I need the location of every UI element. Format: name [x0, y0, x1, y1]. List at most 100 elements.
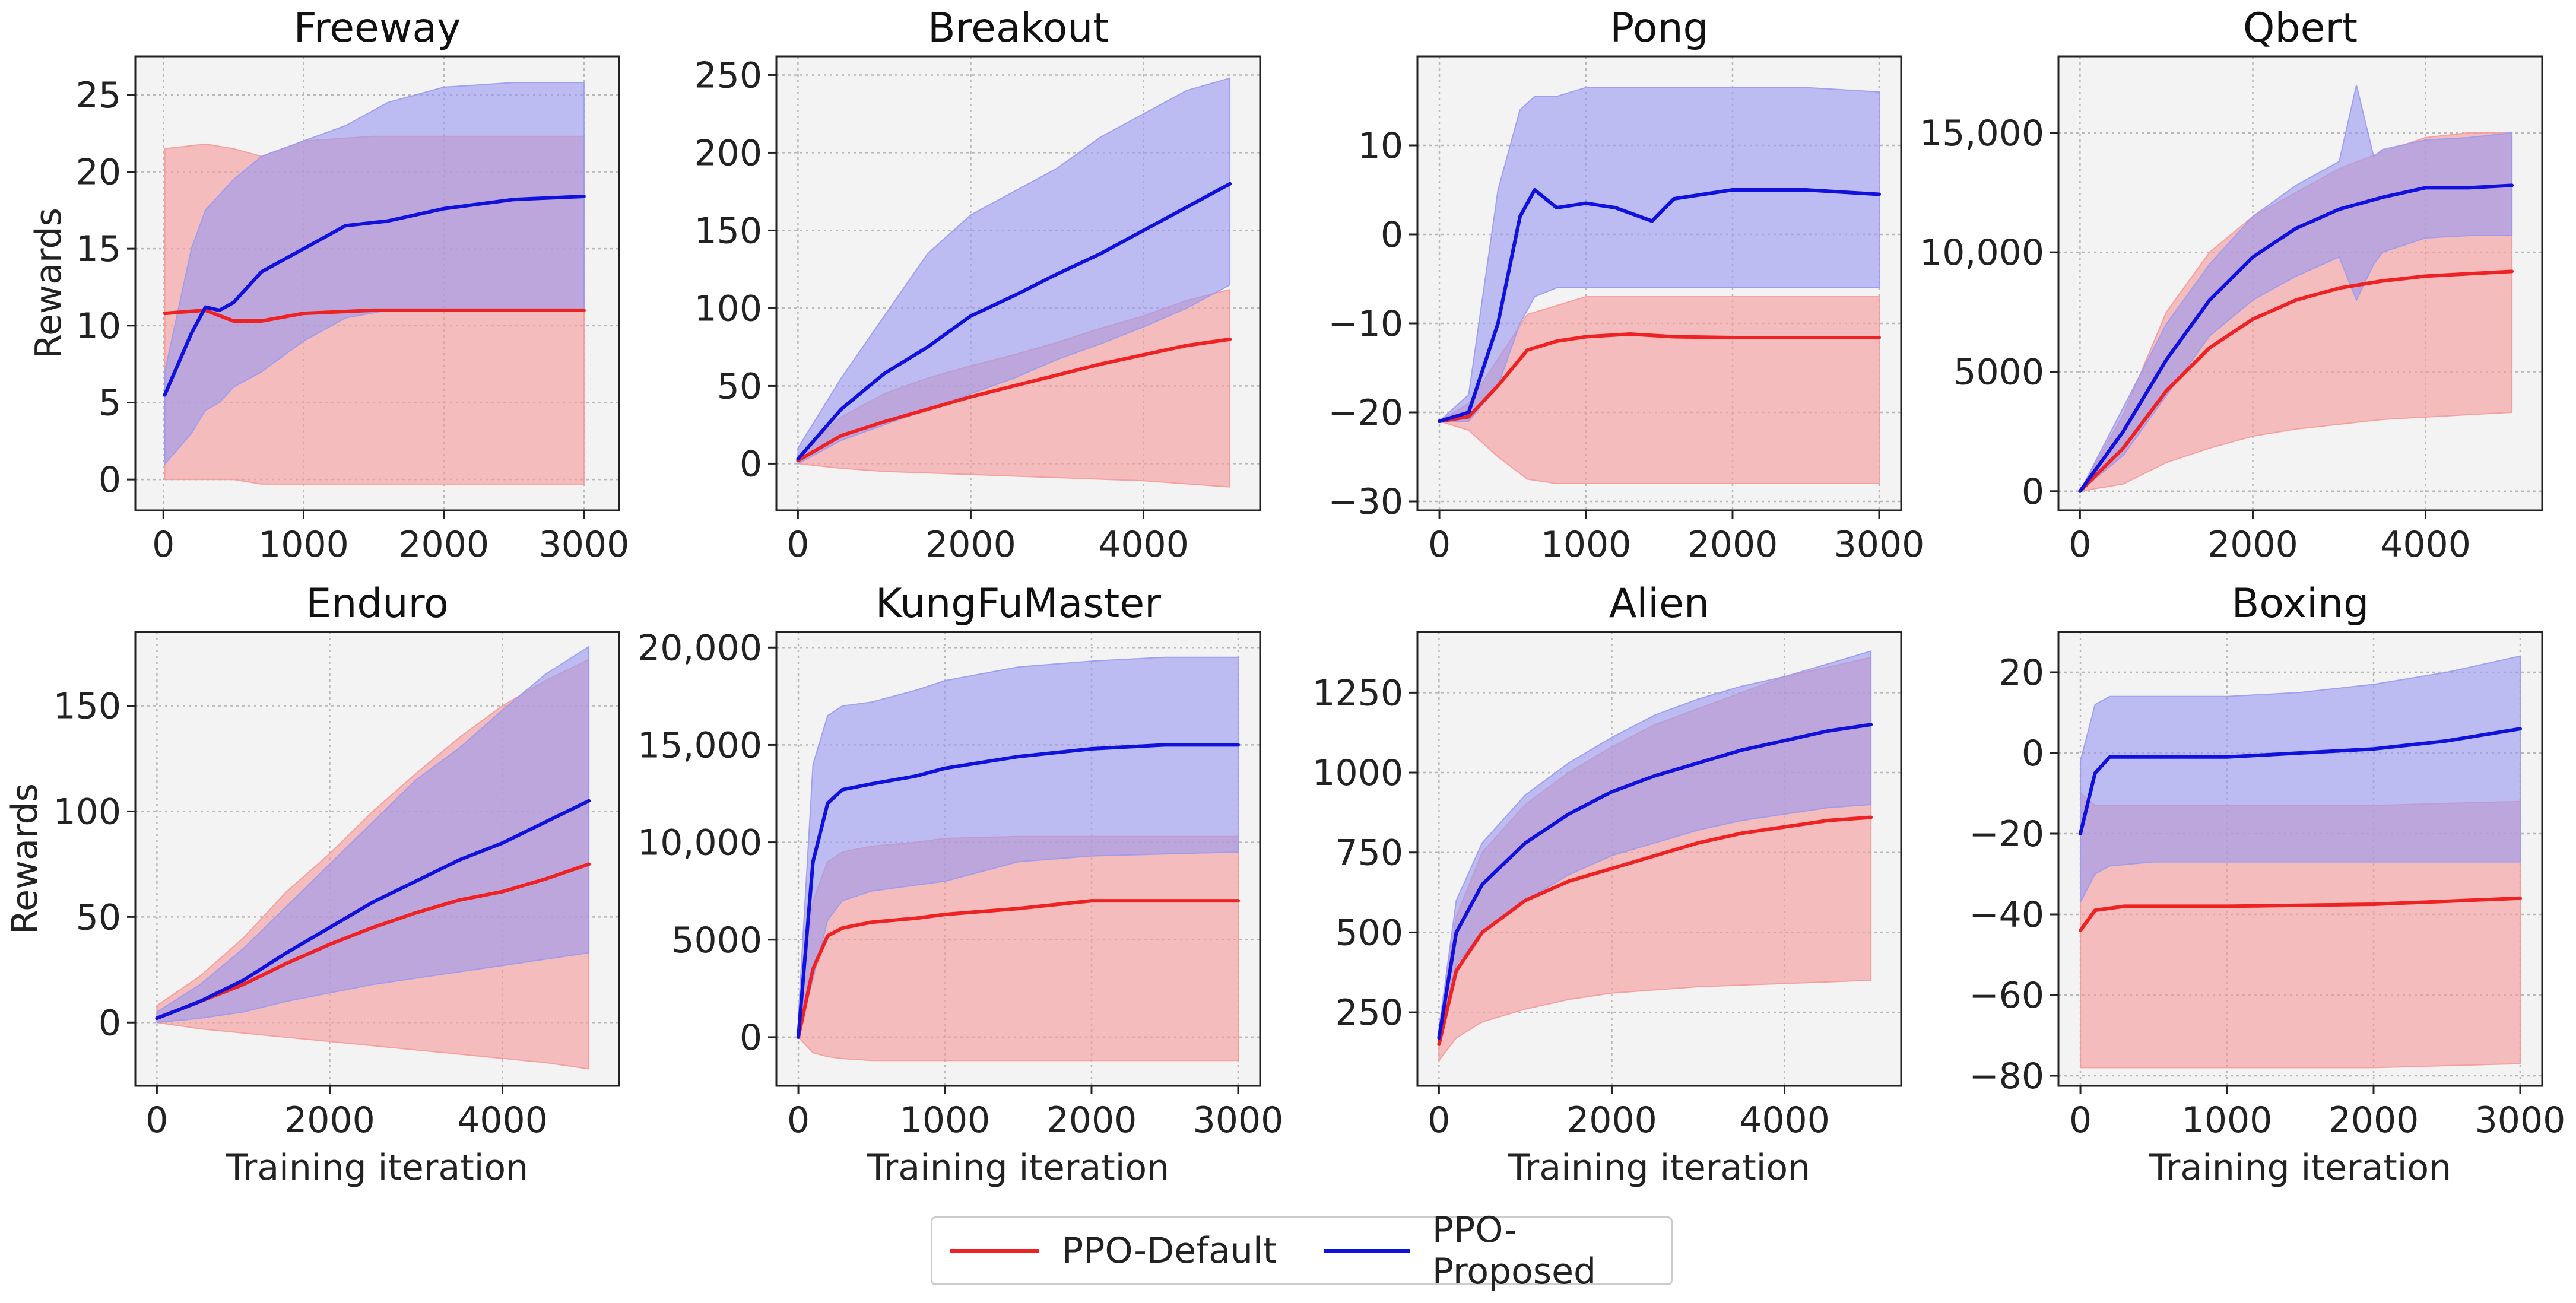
x-tick-label: 2000 — [1046, 1099, 1137, 1141]
y-tick-label: −60 — [1969, 975, 2044, 1016]
y-tick-label: 15,000 — [1920, 113, 2044, 154]
y-tick-label: 200 — [694, 132, 762, 174]
axes-frame — [1416, 631, 1902, 1087]
line-ppo-proposed — [796, 182, 1232, 461]
x-axis-label: Training iteration — [1508, 1147, 1810, 1188]
subplot-title: Pong — [1610, 5, 1708, 52]
y-tick-label: 20 — [76, 151, 121, 193]
y-tick-label: 0 — [2022, 733, 2044, 774]
x-tick-label: 1000 — [900, 1099, 991, 1141]
x-tick-label: 1000 — [258, 524, 349, 565]
x-tick-label: 0 — [786, 524, 809, 565]
line-ppo-default — [155, 862, 591, 1021]
y-tick-label: 10,000 — [637, 822, 762, 864]
x-tick-label: 4000 — [1739, 1099, 1830, 1141]
x-tick-label: 2000 — [2207, 524, 2298, 565]
y-tick-label: 5 — [99, 382, 121, 424]
x-tick-label: 2000 — [1687, 524, 1778, 565]
y-tick-label: 100 — [53, 791, 121, 832]
x-tick-label: 4000 — [2380, 524, 2471, 565]
y-axis-label: Rewards — [28, 208, 69, 359]
y-tick-label: 0 — [99, 1002, 121, 1044]
x-tick-label: 2000 — [2328, 1099, 2419, 1141]
x-tick-label: 3000 — [1193, 1099, 1284, 1141]
line-ppo-default — [796, 337, 1232, 463]
x-axis-label: Training iteration — [867, 1147, 1169, 1188]
y-tick-label: 15,000 — [637, 724, 762, 766]
line-ppo-default — [1438, 332, 1881, 423]
x-tick-label: 3000 — [539, 524, 630, 565]
y-tick-label: 10 — [1358, 125, 1403, 167]
x-tick-label: 2000 — [1566, 1099, 1657, 1141]
y-tick-label: −20 — [1969, 813, 2044, 855]
line-ppo-proposed — [2078, 183, 2514, 493]
axes-frame — [775, 631, 1261, 1087]
band-ppo-proposed — [2080, 655, 2521, 903]
band-ppo-proposed — [798, 656, 1239, 1038]
subplot-pong: 0 1000 2000 3000 10 0 −10 −20 −30 Pong — [1328, 5, 1924, 565]
y-tick-label: 50 — [76, 897, 121, 938]
subplot-title: Boxing — [2232, 580, 2369, 627]
y-axis-label: Rewards — [4, 783, 46, 935]
y-tick-label: 25 — [76, 75, 121, 116]
y-tick-label: 20 — [1999, 652, 2044, 694]
band-ppo-proposed — [1438, 87, 1880, 422]
y-tick-label: −80 — [1969, 1056, 2044, 1097]
line-ppo-proposed — [2079, 727, 2522, 835]
legend-label-default: PPO-Default — [1062, 1230, 1277, 1272]
y-tick-label: 0 — [2022, 471, 2044, 513]
x-tick-label: 3000 — [2475, 1099, 2566, 1141]
y-tick-label: 1000 — [1312, 752, 1403, 794]
legend-swatch-default — [950, 1248, 1039, 1253]
line-ppo-proposed — [1438, 188, 1881, 423]
y-tick-label: −30 — [1328, 481, 1403, 523]
legend-item-proposed: PPO-Proposed — [1324, 1209, 1671, 1292]
x-axis-label: Training iteration — [2149, 1147, 2451, 1188]
axes-frame — [775, 55, 1261, 511]
y-tick-label: 0 — [1381, 214, 1403, 256]
y-tick-label: 1250 — [1312, 672, 1403, 714]
y-tick-label: 150 — [53, 686, 121, 727]
y-tick-label: 20,000 — [637, 627, 762, 669]
x-tick-label: 4000 — [1098, 524, 1189, 565]
subplot-title: Breakout — [928, 5, 1109, 52]
y-tick-label: −20 — [1328, 392, 1403, 434]
line-ppo-default — [2079, 896, 2522, 933]
y-tick-label: 750 — [1335, 832, 1403, 874]
axes-frame — [134, 55, 620, 511]
y-tick-label: 5000 — [671, 920, 762, 961]
x-tick-label: 2000 — [398, 524, 489, 565]
subplot-alien: 0 2000 4000 250 500 750 1000 1250 Alien Training … — [1312, 580, 1902, 1188]
y-tick-label: −40 — [1969, 894, 2044, 936]
subplot-freeway: 0 1000 2000 3000 0 5 10 15 20 25 Freeway Rewards — [28, 5, 629, 565]
band-ppo-proposed — [156, 646, 590, 1024]
y-tick-label: 100 — [694, 288, 762, 329]
subplot-title: KungFuMaster — [875, 580, 1161, 627]
y-tick-label: 500 — [1335, 912, 1403, 954]
line-ppo-proposed — [1437, 723, 1873, 1040]
subplot-boxing: 0 1000 2000 3000 20 0 −20 −40 −60 −80 Boxing Traini… — [1969, 580, 2565, 1188]
line-ppo-default — [1437, 815, 1873, 1046]
subplot-title: Freeway — [294, 5, 461, 52]
subplot-breakout: 0 2000 4000 0 50 100 150 200 250 Breakout — [694, 5, 1261, 565]
axes-frame — [1416, 55, 1902, 511]
y-tick-label: 250 — [1335, 992, 1403, 1034]
y-tick-label: 150 — [694, 210, 762, 252]
legend-swatch-proposed — [1324, 1248, 1410, 1253]
x-tick-label: 0 — [145, 1099, 168, 1141]
x-tick-label: 0 — [152, 524, 175, 565]
subplot-title: Qbert — [2243, 5, 2358, 52]
x-tick-label: 0 — [1428, 524, 1451, 565]
y-tick-label: 10,000 — [1920, 232, 2044, 274]
legend: PPO-Default PPO-Proposed — [931, 1209, 1673, 1292]
subplot-enduro: 0 2000 4000 0 50 100 150 Enduro Training iterati… — [4, 580, 620, 1188]
line-ppo-proposed — [163, 195, 586, 397]
line-ppo-proposed — [155, 799, 591, 1021]
y-tick-label: 15 — [76, 228, 121, 270]
y-tick-label: 0 — [99, 459, 121, 501]
axes-frame — [2057, 55, 2543, 511]
axes-frame — [134, 631, 620, 1087]
line-ppo-default — [2078, 269, 2514, 493]
y-tick-label: 0 — [740, 443, 762, 485]
